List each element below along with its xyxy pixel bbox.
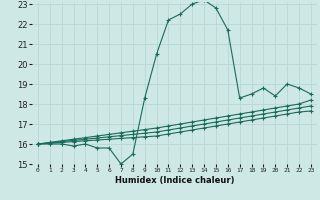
X-axis label: Humidex (Indice chaleur): Humidex (Indice chaleur) [115, 176, 234, 185]
